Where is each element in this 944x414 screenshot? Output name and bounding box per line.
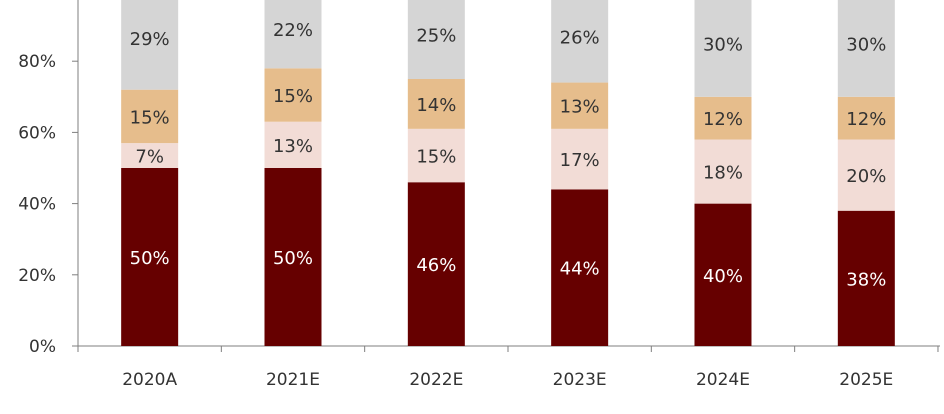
bar-segment-2025e-series-1 bbox=[837, 210, 895, 346]
data-label-2025e-series-1: 38% bbox=[846, 269, 886, 290]
data-label-2024e-series-2: 18% bbox=[703, 163, 743, 184]
bar-segment-2024e-series-1 bbox=[694, 203, 752, 346]
data-label-2021e-series-1: 50% bbox=[273, 248, 313, 269]
x-tick-label-2020a: 2020A bbox=[122, 370, 177, 390]
data-label-2023e-series-3: 13% bbox=[560, 97, 600, 118]
data-label-2022e-series-2: 15% bbox=[416, 147, 456, 168]
bar-segment-2022e-series-3 bbox=[407, 79, 465, 129]
bar-segment-2024e-series-2 bbox=[694, 139, 752, 204]
data-label-2021e-series-4: 22% bbox=[273, 20, 313, 41]
x-tick-label-2024e: 2024E bbox=[696, 370, 750, 390]
data-label-2020a-series-3: 15% bbox=[130, 107, 170, 128]
data-label-2024e-series-4: 30% bbox=[703, 34, 743, 55]
data-label-2024e-series-1: 40% bbox=[703, 266, 743, 287]
bar-segment-2023e-series-3 bbox=[551, 82, 609, 129]
data-label-2022e-series-1: 46% bbox=[416, 255, 456, 276]
y-tick-label-40: 40% bbox=[18, 195, 56, 215]
bar-segment-2025e-series-2 bbox=[837, 139, 895, 211]
y-tick-label-60: 60% bbox=[18, 123, 56, 143]
bar-segment-2020a-series-4 bbox=[121, 0, 179, 90]
x-tick-label-2023e: 2023E bbox=[553, 370, 607, 390]
bar-segment-2024e-series-3 bbox=[694, 96, 752, 140]
x-tick-label-2021e: 2021E bbox=[266, 370, 320, 390]
x-tick-label-2025e: 2025E bbox=[839, 370, 893, 390]
bar-segment-2020a-series-1 bbox=[121, 168, 179, 346]
data-label-2022e-series-3: 14% bbox=[416, 95, 456, 116]
data-label-2023e-series-2: 17% bbox=[560, 150, 600, 171]
bar-segment-2025e-series-4 bbox=[837, 0, 895, 97]
axes: 0% 20% 40% 60% 80% 2020A 2021E 2022E 2023E 2024E 2… bbox=[18, 0, 940, 390]
bar-segment-2024e-series-4 bbox=[694, 0, 752, 97]
bar-segment-2020a-series-3 bbox=[121, 89, 179, 144]
x-tick-label-2022e: 2022E bbox=[409, 370, 463, 390]
y-tick-label-80: 80% bbox=[18, 52, 56, 72]
data-label-2025e-series-2: 20% bbox=[846, 166, 886, 187]
bar-segment-2021e-series-3 bbox=[264, 68, 322, 122]
bar-segment-2023e-series-1 bbox=[551, 189, 609, 346]
data-label-2023e-series-4: 26% bbox=[560, 27, 600, 48]
bar-segment-2021e-series-1 bbox=[264, 168, 322, 346]
y-tick-label-20: 20% bbox=[18, 266, 56, 286]
y-tick-label-0: 0% bbox=[29, 337, 56, 357]
bar-segment-2021e-series-4 bbox=[264, 0, 322, 69]
bar-segment-2022e-series-2 bbox=[407, 128, 465, 183]
data-label-2020a-series-1: 50% bbox=[130, 248, 170, 269]
data-label-2021e-series-2: 13% bbox=[273, 136, 313, 157]
data-label-2024e-series-3: 12% bbox=[703, 109, 743, 130]
bar-segment-2022e-series-4 bbox=[407, 0, 465, 79]
bar-segment-2022e-series-1 bbox=[407, 182, 465, 346]
bars bbox=[121, 0, 895, 346]
data-label-2022e-series-4: 25% bbox=[416, 26, 456, 47]
data-label-2025e-series-3: 12% bbox=[846, 109, 886, 130]
data-label-2023e-series-1: 44% bbox=[560, 259, 600, 280]
bar-segment-2023e-series-2 bbox=[551, 128, 609, 190]
data-labels: 50% 7% 15% 29% 50% 13% 15% 22% 46% 15% 14% 25% 44% 17… bbox=[130, 20, 887, 290]
bar-segment-2021e-series-2 bbox=[264, 121, 322, 168]
bar-segment-2023e-series-4 bbox=[551, 0, 609, 83]
data-label-2020a-series-4: 29% bbox=[130, 29, 170, 50]
data-label-2025e-series-4: 30% bbox=[846, 34, 886, 55]
data-label-2020a-series-2: 7% bbox=[135, 147, 164, 168]
bar-segment-2025e-series-3 bbox=[837, 96, 895, 140]
bar-segment-2020a-series-2 bbox=[121, 143, 179, 168]
data-label-2021e-series-3: 15% bbox=[273, 86, 313, 107]
